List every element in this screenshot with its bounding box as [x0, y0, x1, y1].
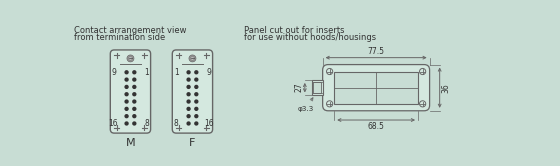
Circle shape — [132, 85, 137, 89]
Text: 77.5: 77.5 — [367, 47, 385, 56]
Circle shape — [186, 85, 191, 89]
Circle shape — [419, 101, 426, 107]
Bar — [314, 82, 321, 93]
Circle shape — [186, 99, 191, 104]
Circle shape — [132, 107, 137, 111]
Circle shape — [124, 107, 129, 111]
Circle shape — [194, 114, 198, 118]
FancyBboxPatch shape — [323, 65, 430, 111]
Circle shape — [186, 77, 191, 82]
Text: 8: 8 — [174, 119, 179, 128]
Circle shape — [132, 99, 137, 104]
Text: 14: 14 — [313, 85, 321, 90]
Circle shape — [194, 85, 198, 89]
Circle shape — [132, 70, 137, 74]
Circle shape — [124, 92, 129, 96]
Circle shape — [419, 68, 426, 75]
Circle shape — [132, 114, 137, 118]
Bar — [334, 72, 418, 104]
Text: 1: 1 — [144, 68, 149, 77]
Text: 27: 27 — [294, 83, 304, 92]
Circle shape — [189, 55, 196, 62]
Text: for use without hoods/housings: for use without hoods/housings — [244, 33, 376, 42]
Circle shape — [127, 55, 134, 62]
Text: 68.5: 68.5 — [368, 122, 385, 131]
Text: 16: 16 — [109, 119, 118, 128]
Circle shape — [194, 70, 198, 74]
Circle shape — [124, 70, 129, 74]
Text: F: F — [189, 138, 195, 148]
Text: 16: 16 — [205, 119, 214, 128]
Circle shape — [124, 121, 129, 126]
FancyBboxPatch shape — [172, 50, 213, 133]
Circle shape — [194, 77, 198, 82]
Circle shape — [124, 99, 129, 104]
Circle shape — [186, 107, 191, 111]
Circle shape — [186, 92, 191, 96]
Circle shape — [186, 121, 191, 126]
Circle shape — [132, 121, 137, 126]
Text: from termination side: from termination side — [74, 33, 165, 42]
FancyBboxPatch shape — [110, 50, 151, 133]
Bar — [312, 80, 323, 95]
Text: M: M — [125, 138, 136, 148]
Circle shape — [194, 92, 198, 96]
Circle shape — [124, 85, 129, 89]
Circle shape — [124, 77, 129, 82]
Circle shape — [129, 56, 132, 60]
Text: Panel cut out for inserts: Panel cut out for inserts — [244, 26, 345, 35]
Circle shape — [186, 114, 191, 118]
Circle shape — [186, 70, 191, 74]
Text: 9: 9 — [206, 68, 211, 77]
Text: Contact arrangement view: Contact arrangement view — [74, 26, 186, 35]
Text: φ3.3: φ3.3 — [298, 98, 314, 112]
Circle shape — [190, 56, 194, 60]
Text: 8: 8 — [144, 119, 149, 128]
Circle shape — [194, 121, 198, 126]
Text: 36: 36 — [441, 83, 450, 93]
Text: 9: 9 — [112, 68, 116, 77]
Circle shape — [132, 77, 137, 82]
Circle shape — [194, 107, 198, 111]
Circle shape — [194, 99, 198, 104]
Circle shape — [326, 101, 333, 107]
Circle shape — [124, 114, 129, 118]
Circle shape — [326, 68, 333, 75]
Circle shape — [132, 92, 137, 96]
Text: 1: 1 — [174, 68, 179, 77]
